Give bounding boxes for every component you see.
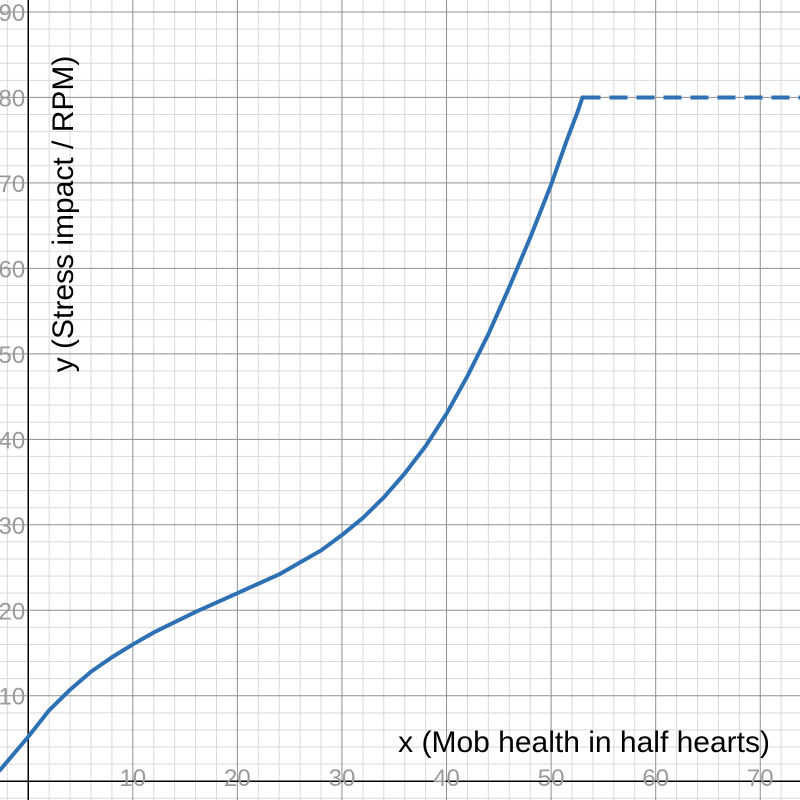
tick-labels: 10 20 30 40 50 60 70 10 20 30 40 50 60 70 80 90 [0,0,774,792]
y-tick-label: 40 [0,427,25,454]
series-group [0,95,800,773]
y-tick-label: 90 [0,0,25,27]
x-tick-label: 70 [747,765,774,792]
x-tick-label: 10 [119,765,146,792]
y-tick-label: 70 [0,171,25,198]
x-axis-label: x (Mob health in half hearts) [398,726,770,759]
series-line-solid [0,95,585,773]
y-tick-label: 30 [0,513,25,540]
y-tick-label: 80 [0,85,25,112]
y-axis-label: y (Stress impact / RPM) [47,56,80,373]
y-tick-label: 10 [0,684,25,711]
x-tick-label: 40 [433,765,460,792]
x-tick-label: 60 [642,765,669,792]
y-tick-label: 60 [0,256,25,283]
x-tick-label: 50 [538,765,565,792]
x-tick-label: 20 [224,765,251,792]
y-tick-label: 50 [0,342,25,369]
y-tick-label: 20 [0,598,25,625]
x-tick-label: 30 [329,765,356,792]
